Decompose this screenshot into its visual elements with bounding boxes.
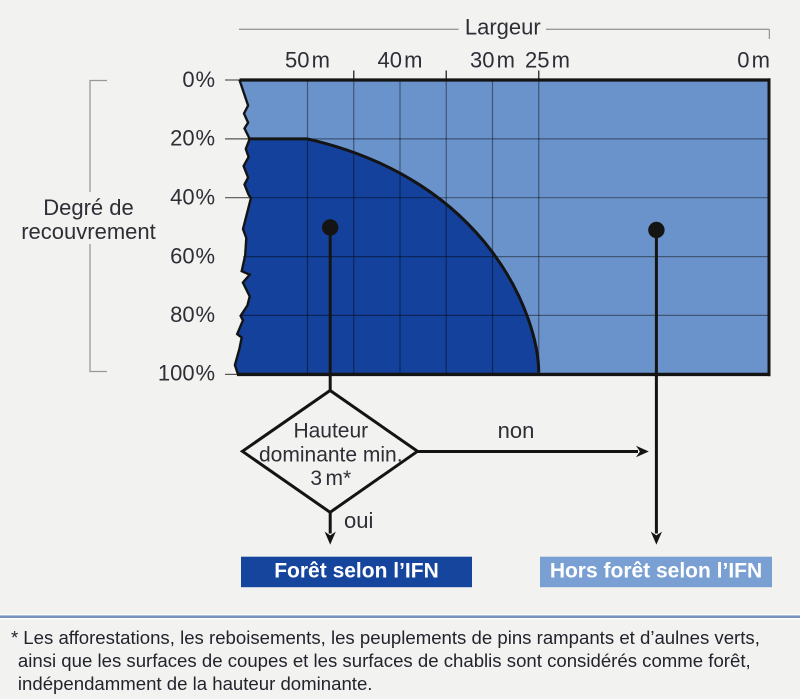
svg-text:*: * <box>11 627 18 648</box>
svg-text:ainsi que les surfaces de coup: ainsi que les surfaces de coupes et les … <box>18 650 751 671</box>
svg-text:Hors forêt selon l’IFN: Hors forêt selon l’IFN <box>550 560 762 583</box>
svg-text:0%: 0% <box>182 67 215 92</box>
svg-text:40%: 40% <box>170 185 215 210</box>
svg-text:60%: 60% <box>170 243 215 268</box>
svg-text:Largeur: Largeur <box>465 14 541 39</box>
svg-text:recouvrement: recouvrement <box>21 219 156 244</box>
svg-text:40m: 40 m <box>377 47 422 72</box>
svg-text:50m: 50 m <box>285 47 330 72</box>
svg-text:20%: 20% <box>170 126 215 151</box>
svg-text:0m: 0m <box>737 47 770 72</box>
svg-text:dominante min.: dominante min. <box>259 443 403 466</box>
svg-text:3m*: 3 m* <box>310 467 351 490</box>
svg-text:indépendamment de la hauteur d: indépendamment de la hauteur dominante. <box>18 673 373 694</box>
svg-text:30m: 30 m <box>470 47 515 72</box>
svg-text:Hauteur: Hauteur <box>293 420 368 443</box>
svg-text:Les afforestations, les rebois: Les afforestations, les reboisements, le… <box>23 627 760 648</box>
svg-text:non: non <box>498 418 535 443</box>
svg-text:100%: 100% <box>158 361 215 386</box>
svg-text:oui: oui <box>344 508 373 533</box>
svg-text:25m: 25 m <box>525 47 570 72</box>
svg-text:Forêt selon l’IFN: Forêt selon l’IFN <box>274 560 439 583</box>
svg-text:80%: 80% <box>170 302 215 327</box>
svg-text:Degré de: Degré de <box>43 195 134 220</box>
